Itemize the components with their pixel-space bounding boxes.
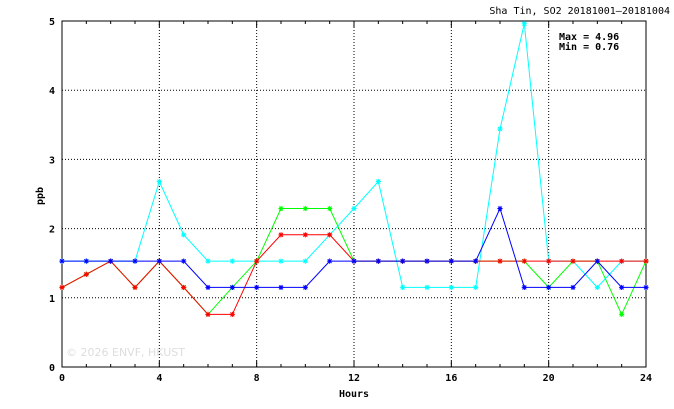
data-point	[448, 284, 454, 291]
data-point	[473, 258, 479, 264]
x-tick-label: 0	[59, 373, 65, 384]
data-point	[59, 258, 65, 264]
data-point	[254, 258, 260, 264]
y-axis-ticks: 0 1 2 3 4 5	[49, 17, 55, 374]
data-point	[302, 284, 308, 291]
data-point	[278, 205, 284, 212]
data-point	[400, 284, 406, 291]
x-tick-label: 16	[445, 373, 457, 384]
data-point	[521, 284, 527, 291]
data-point	[254, 284, 260, 291]
data-point	[181, 258, 187, 264]
data-point	[643, 284, 649, 291]
data-point	[229, 311, 235, 318]
min-annotation: Min = 0.76	[559, 41, 619, 53]
data-point	[448, 258, 454, 264]
data-point	[302, 258, 308, 264]
data-point	[278, 258, 284, 264]
data-point	[229, 284, 235, 291]
data-point	[619, 258, 625, 264]
data-point	[570, 258, 576, 264]
x-tick-label: 12	[348, 373, 360, 384]
data-point	[205, 258, 211, 264]
data-point	[497, 258, 503, 264]
y-tick-label: 2	[49, 225, 55, 236]
x-tick-label: 20	[543, 373, 555, 384]
data-point	[546, 284, 552, 291]
data-point	[473, 284, 479, 291]
data-point	[156, 258, 162, 264]
data-point	[521, 258, 527, 264]
x-tick-label: 24	[640, 373, 652, 384]
data-point	[594, 284, 600, 291]
data-point	[205, 284, 211, 291]
x-axis-label: Hours	[339, 389, 369, 400]
data-point	[83, 258, 89, 264]
data-point	[327, 205, 333, 212]
y-tick-label: 3	[49, 155, 55, 166]
data-point	[619, 284, 625, 291]
x-axis-ticks: 0 4 8 12 16 20 24	[59, 21, 652, 384]
y-tick-label: 0	[49, 363, 55, 374]
data-point	[83, 271, 89, 277]
data-point	[424, 258, 430, 264]
data-point	[132, 258, 138, 264]
data-point	[594, 258, 600, 264]
data-point	[400, 258, 406, 264]
data-point	[643, 258, 649, 264]
data-point	[497, 126, 503, 132]
series-4	[59, 205, 649, 291]
data-point	[546, 258, 552, 264]
data-point	[132, 284, 138, 291]
data-point	[156, 178, 162, 185]
data-point	[497, 205, 503, 212]
data-point	[302, 205, 308, 212]
data-point	[278, 284, 284, 291]
data-point	[619, 311, 625, 318]
data-point	[351, 205, 357, 212]
data-point	[327, 258, 333, 264]
data-point	[375, 178, 381, 185]
x-tick-label: 8	[254, 373, 260, 384]
data-point	[424, 284, 430, 291]
data-point	[375, 258, 381, 264]
data-point	[229, 258, 235, 264]
y-tick-label: 1	[49, 294, 55, 305]
data-point	[181, 232, 187, 238]
chart-title: Sha Tin, SO2 20181001–20181004	[489, 6, 670, 17]
watermark: © 2026 ENVF, HKUST	[66, 346, 185, 359]
x-tick-label: 4	[156, 373, 162, 384]
y-tick-label: 4	[49, 86, 55, 97]
data-point	[278, 232, 284, 238]
data-point	[351, 258, 357, 264]
data-point	[205, 311, 211, 318]
data-point	[302, 232, 308, 238]
data-point	[59, 284, 65, 291]
data-point	[181, 284, 187, 291]
series-line	[62, 207, 646, 288]
max-annotation: Max = 4.96	[559, 32, 619, 43]
series-group	[59, 21, 649, 318]
y-tick-label: 5	[49, 17, 55, 28]
data-point	[108, 258, 114, 264]
data-point	[570, 284, 576, 291]
y-axis-label: ppb	[35, 187, 46, 205]
data-point	[327, 232, 333, 238]
grid-lines	[62, 21, 646, 367]
data-point	[521, 21, 527, 27]
